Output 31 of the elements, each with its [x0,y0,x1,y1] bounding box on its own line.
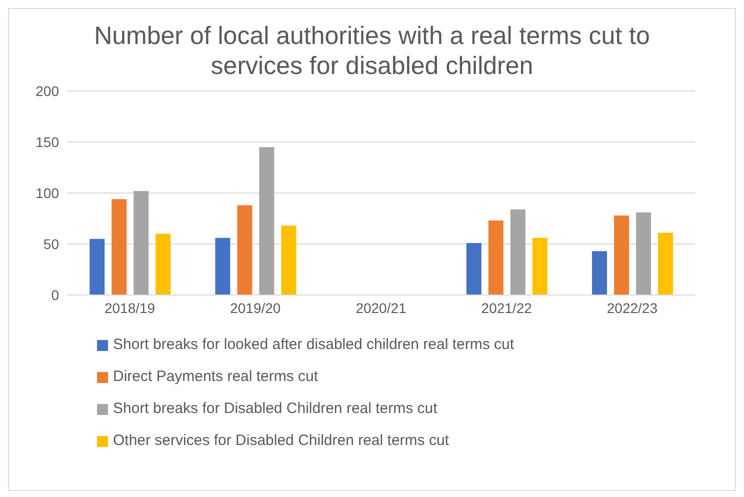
bar [466,242,482,295]
legend-label: Other services for Disabled Children real terms cut [113,431,449,451]
chart-title: Number of local authorities with a real terms cut to services for disabled children [93,21,651,81]
bar [134,190,149,295]
x-tick-label: 2021/22 [481,300,532,316]
y-tick-label: 100 [36,184,60,201]
legend-label: Direct Payments real terms cut [113,367,318,387]
bar [281,226,296,295]
x-tick-label: 2018/19 [104,300,156,316]
y-tick-label: 0 [51,286,60,303]
bar [532,238,548,295]
y-tick-label: 50 [43,236,60,252]
bar [488,220,504,295]
bar [112,199,127,295]
y-tick-label: 150 [36,134,60,150]
bar [215,238,230,295]
bar [259,147,274,295]
bar [237,205,252,295]
x-tick-label: 2020/21 [356,300,407,316]
bar [90,238,105,295]
bar [156,234,171,295]
bar [636,212,652,295]
x-tick-label: 2019/20 [230,300,281,316]
bar [614,215,630,295]
bar [592,251,608,295]
legend-label: Short breaks for looked after disabled children real terms cut [113,335,514,355]
bar [658,232,674,295]
legend-label: Short breaks for Disabled Children real terms cut [113,399,438,419]
x-tick-label: 2022/23 [606,300,658,316]
bar [510,209,526,295]
y-tick-label: 200 [36,82,60,99]
